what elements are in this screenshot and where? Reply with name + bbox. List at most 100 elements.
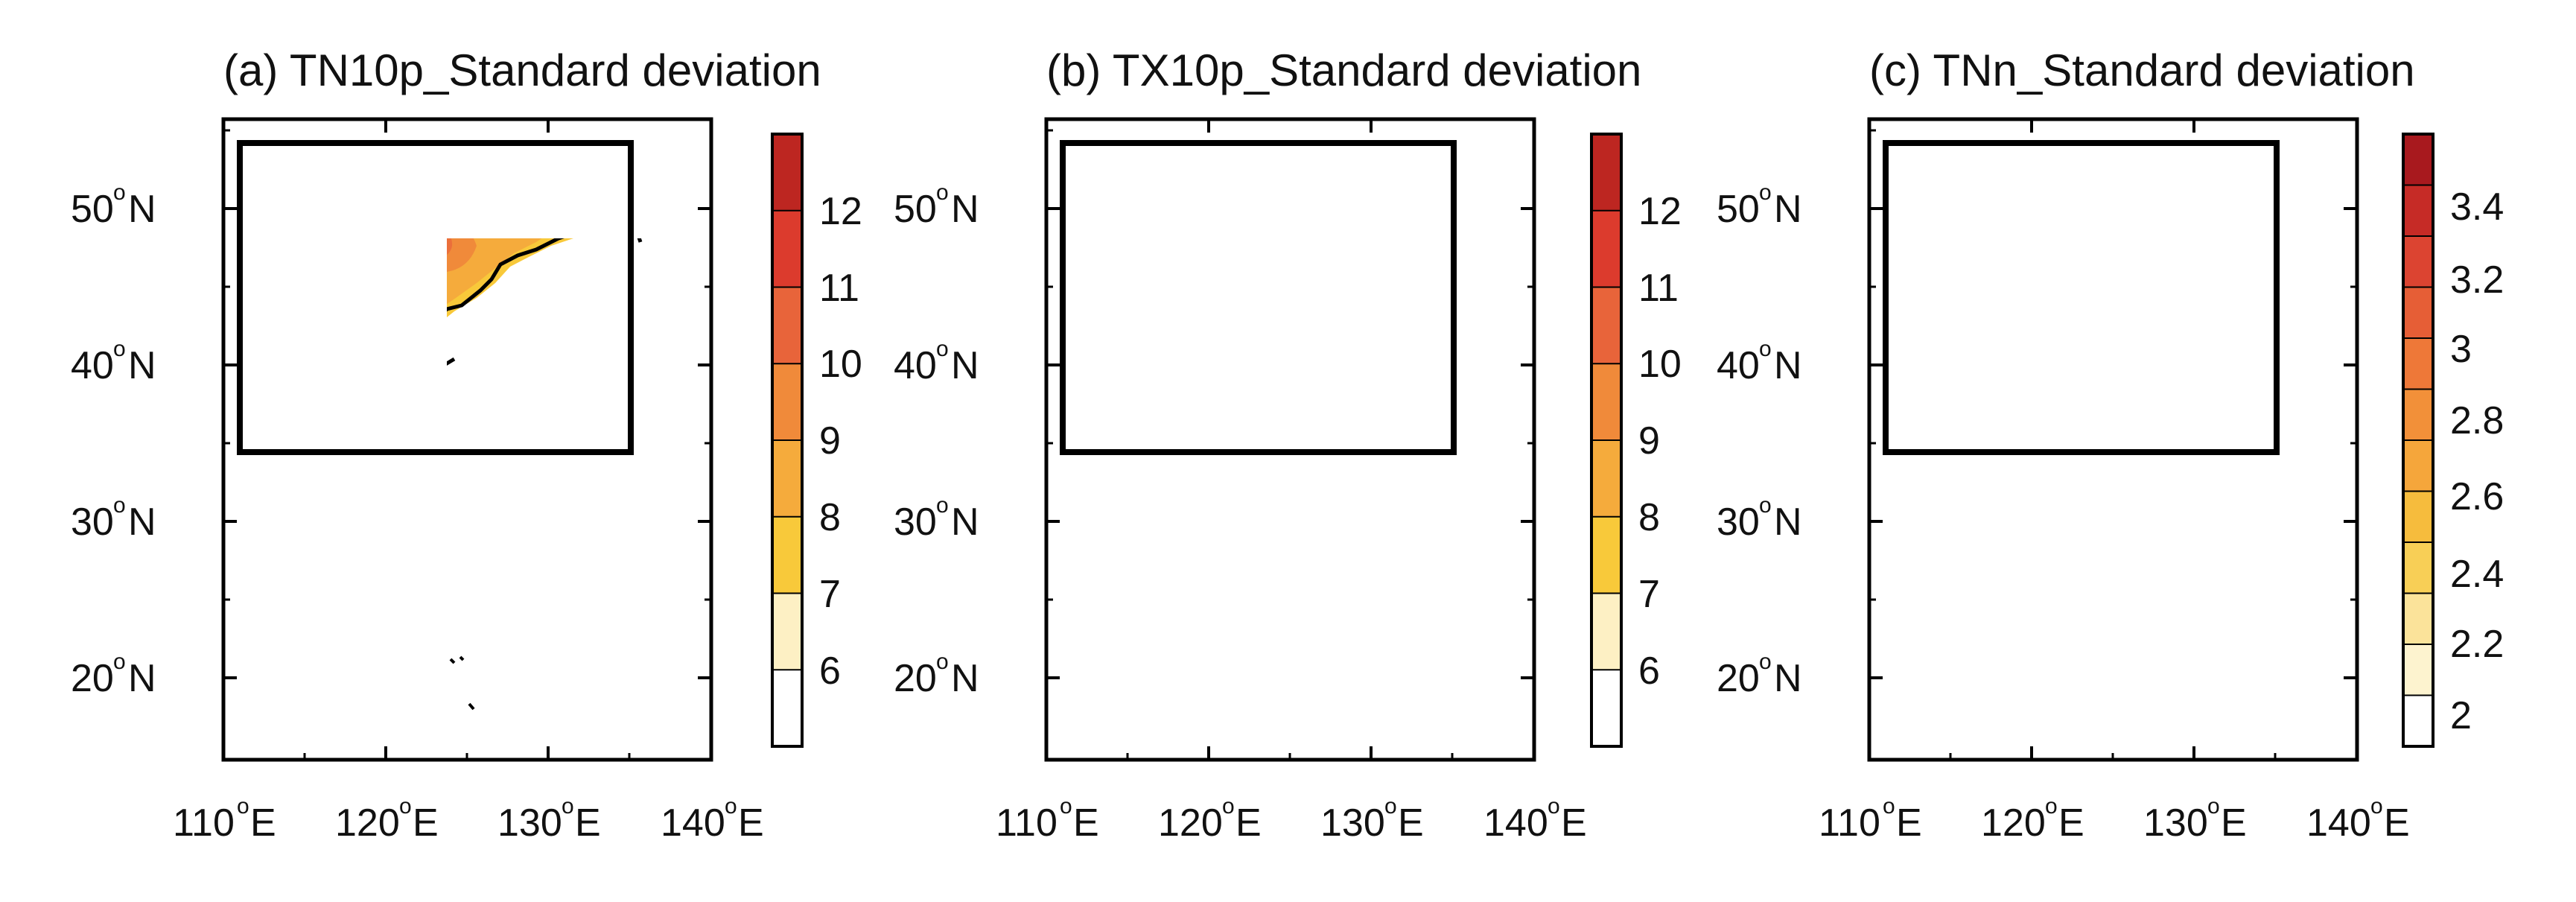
- colorbar-label: 12: [1638, 190, 1682, 233]
- lon-label: 120: [1158, 801, 1223, 845]
- svg-text:N: N: [1774, 344, 1802, 387]
- svg-text:o: o: [1759, 180, 1772, 205]
- lon-label: 120: [1981, 801, 2046, 845]
- colorbar-swatch: [1591, 670, 1621, 747]
- colorbar-label: 2.2: [2450, 623, 2504, 666]
- colorbar-label: 7: [1638, 573, 1660, 616]
- colorbar-swatch: [1591, 440, 1621, 518]
- svg-text:o: o: [2207, 794, 2220, 819]
- colorbar-swatch: [1591, 134, 1621, 212]
- colorbar-label: 2.8: [2450, 399, 2504, 442]
- svg-text:o: o: [2045, 794, 2058, 819]
- panel-a-map: [447, 238, 711, 880]
- svg-text:E: E: [1896, 801, 1922, 845]
- colorbar-label: 9: [1638, 419, 1660, 463]
- colorbar-label: 2: [2450, 694, 2472, 737]
- panel-a-lat-labels: 50 o N 40 o N 30 o N 20 o N: [71, 180, 156, 700]
- colorbar-label: 6: [1638, 649, 1660, 693]
- svg-text:o: o: [936, 649, 949, 674]
- colorbar-swatch: [772, 440, 802, 518]
- colorbar-swatch: [772, 593, 802, 670]
- panel-b-map: [1046, 119, 1534, 880]
- svg-text:o: o: [936, 180, 949, 205]
- panel-c: (c) TNn_Standard deviation: [1717, 45, 2504, 880]
- panel-c-lon-labels: 110 o E 120 o E 130 o E 140 o E: [1819, 794, 2410, 845]
- svg-text:E: E: [1398, 801, 1424, 845]
- colorbar-label: 3.2: [2450, 258, 2504, 302]
- svg-text:o: o: [1759, 649, 1772, 674]
- lat-label: 30: [71, 501, 114, 544]
- svg-text:E: E: [2221, 801, 2247, 845]
- colorbar-label: 12: [819, 190, 862, 233]
- colorbar-swatch: [772, 134, 802, 212]
- svg-text:o: o: [399, 794, 412, 819]
- svg-text:o: o: [237, 794, 249, 819]
- lat-label: 50: [894, 188, 937, 231]
- colorbar-swatch: [2403, 644, 2433, 696]
- colorbar-swatch: [2403, 185, 2433, 237]
- svg-text:E: E: [2058, 801, 2084, 845]
- svg-text:N: N: [1774, 188, 1802, 231]
- colorbar-swatch: [2403, 236, 2433, 288]
- svg-text:o: o: [936, 493, 949, 518]
- colorbar-swatch: [2403, 491, 2433, 543]
- panel-a: (a) TN10p_Standard deviation: [71, 45, 862, 880]
- svg-text:N: N: [128, 657, 156, 700]
- lat-label: 50: [1717, 188, 1760, 231]
- colorbar-label: 10: [1638, 343, 1682, 386]
- panel-c-title: (c) TNn_Standard deviation: [1869, 45, 2415, 95]
- svg-text:N: N: [951, 188, 979, 231]
- svg-text:o: o: [725, 794, 737, 819]
- svg-text:o: o: [1548, 794, 1560, 819]
- colorbar-label: 3: [2450, 328, 2472, 371]
- panel-a-title: (a) TN10p_Standard deviation: [223, 45, 821, 95]
- colorbar-swatch: [1591, 363, 1621, 441]
- svg-text:N: N: [951, 501, 979, 544]
- svg-text:o: o: [2370, 794, 2383, 819]
- svg-text:o: o: [1883, 794, 1895, 819]
- colorbar-swatch: [2403, 134, 2433, 185]
- svg-text:E: E: [413, 801, 439, 845]
- colorbar-swatch: [1591, 593, 1621, 670]
- lon-label: 140: [1483, 801, 1548, 845]
- svg-text:N: N: [128, 501, 156, 544]
- svg-text:N: N: [1774, 501, 1802, 544]
- svg-text:o: o: [1060, 794, 1072, 819]
- colorbar-swatch: [772, 363, 802, 441]
- colorbar-swatch: [2403, 542, 2433, 594]
- colorbar-swatch: [772, 287, 802, 364]
- colorbar-swatch: [772, 670, 802, 747]
- lon-label: 140: [661, 801, 725, 845]
- svg-text:E: E: [1561, 801, 1587, 845]
- lon-label: 110: [1819, 801, 1880, 845]
- lat-label: 20: [894, 657, 937, 700]
- svg-text:N: N: [951, 344, 979, 387]
- panel-b-colorbar: 12 11 10 9 8 7 6: [1590, 133, 1682, 748]
- panel-a-lon-labels: 110 o E 120 o E 130 o E 140 o E: [173, 794, 764, 845]
- svg-text:o: o: [1759, 493, 1772, 518]
- colorbar-label: 3.4: [2450, 185, 2504, 229]
- colorbar-label: 8: [819, 496, 841, 539]
- colorbar-label: 9: [819, 419, 841, 463]
- lat-label: 20: [1717, 657, 1760, 700]
- panel-c-study-box: [1883, 140, 2280, 455]
- lon-label: 110: [173, 801, 235, 845]
- lon-label: 140: [2306, 801, 2371, 845]
- svg-text:N: N: [128, 344, 156, 387]
- svg-text:o: o: [113, 649, 126, 674]
- svg-text:E: E: [1073, 801, 1099, 845]
- svg-text:o: o: [936, 337, 949, 361]
- colorbar-swatch: [1591, 516, 1621, 594]
- lat-label: 40: [1717, 344, 1760, 387]
- svg-text:o: o: [1759, 337, 1772, 361]
- panel-c-lat-labels: 50 o N 40 o N 30 o N 20 o N: [1717, 180, 1802, 700]
- panel-c-map: [1869, 119, 2357, 880]
- svg-text:o: o: [1384, 794, 1397, 819]
- colorbar-swatch: [2403, 338, 2433, 390]
- svg-text:o: o: [1222, 794, 1235, 819]
- panel-b-frame: [1044, 117, 1536, 762]
- colorbar-swatch: [2403, 389, 2433, 441]
- colorbar-label: 2.4: [2450, 553, 2504, 596]
- colorbar-label: 10: [819, 343, 862, 386]
